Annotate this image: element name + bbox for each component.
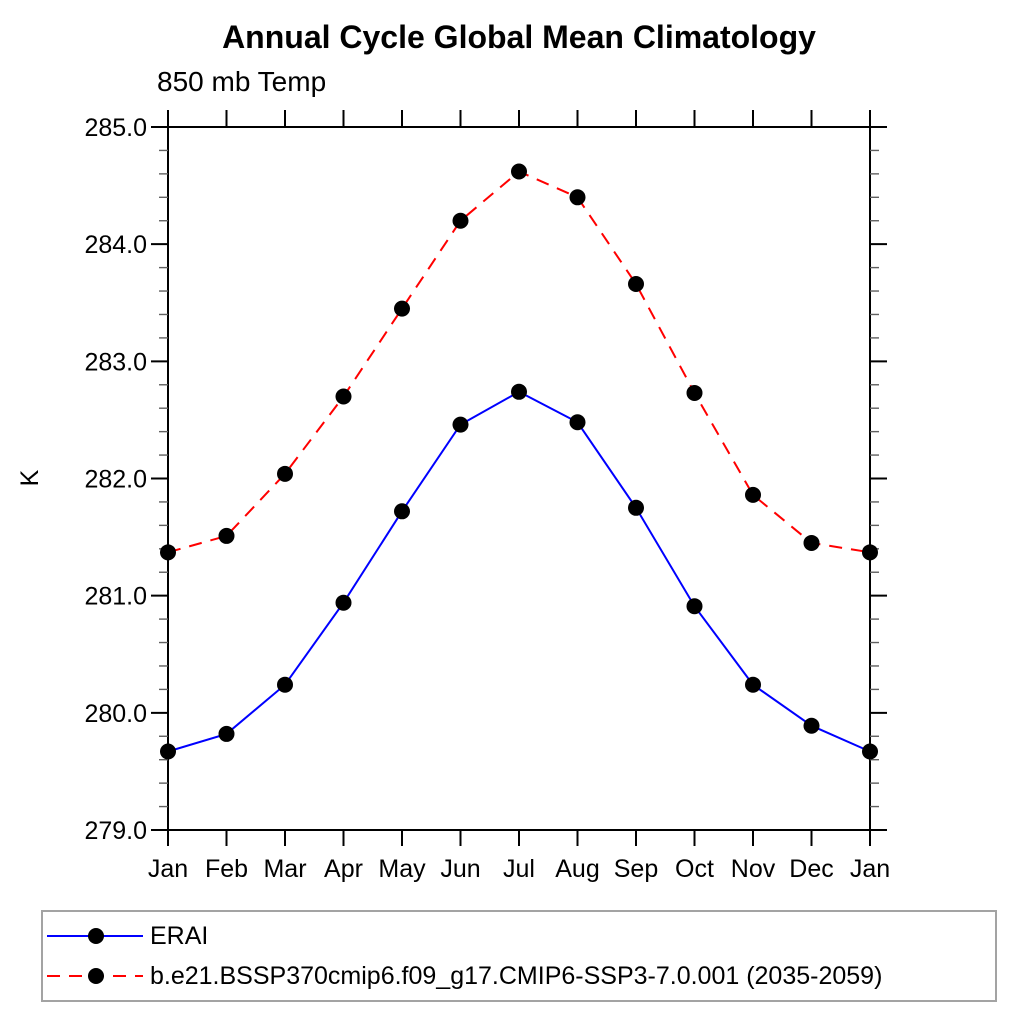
x-tick-label: Jan xyxy=(148,855,188,883)
y-tick-label: 279.0 xyxy=(84,817,147,845)
data-point-marker xyxy=(803,717,820,734)
data-point-marker xyxy=(628,276,644,293)
legend-label-model: b.e21.BSSP370cmip6.f09_g17.CMIP6-SSP3-7.… xyxy=(150,961,883,990)
legend-label-erai: ERAI xyxy=(150,921,209,950)
x-tick-label: Dec xyxy=(789,855,833,883)
y-tick-label: 284.0 xyxy=(84,231,147,259)
data-point-marker xyxy=(277,676,293,693)
x-tick-label: Aug xyxy=(555,855,599,883)
y-tick-label: 283.0 xyxy=(84,348,147,376)
data-point-marker xyxy=(452,212,469,229)
data-point-marker xyxy=(511,383,527,400)
x-tick-label: Nov xyxy=(731,855,776,883)
data-point-marker xyxy=(335,594,352,611)
x-tick-label: Oct xyxy=(675,855,714,883)
marker-dot-icon xyxy=(88,928,104,944)
legend-item-model: b.e21.BSSP370cmip6.f09_g17.CMIP6-SSP3-7.… xyxy=(47,963,882,988)
x-tick-label: Feb xyxy=(205,855,248,883)
data-point-marker xyxy=(277,465,293,482)
data-point-marker xyxy=(803,534,820,551)
y-tick-label: 285.0 xyxy=(84,114,147,142)
x-tick-label: May xyxy=(378,855,426,883)
data-point-marker xyxy=(745,676,761,693)
series-line-erai xyxy=(167,390,871,753)
data-point-marker xyxy=(394,503,410,520)
x-tick-label: Jun xyxy=(440,855,480,883)
legend-sample-dashed-line xyxy=(47,968,143,984)
x-tick-label: Jul xyxy=(503,855,535,883)
data-point-marker xyxy=(218,527,235,544)
legend: ERAI b.e21.BSSP370cmip6.f09_g17.CMIP6-SS… xyxy=(41,910,997,1002)
data-point-marker xyxy=(628,499,644,516)
data-point-marker xyxy=(862,544,878,561)
plot-frame xyxy=(167,126,871,831)
data-point-marker xyxy=(335,388,352,405)
data-point-marker xyxy=(862,743,878,760)
data-point-marker xyxy=(686,598,703,615)
y-tick-label: 280.0 xyxy=(84,700,147,728)
data-point-marker xyxy=(218,725,235,742)
x-tick-label: Mar xyxy=(263,855,306,883)
data-point-marker xyxy=(569,189,586,206)
data-point-marker xyxy=(686,384,703,401)
series-line-model xyxy=(167,170,871,554)
data-point-marker xyxy=(452,416,469,433)
legend-item-erai: ERAI xyxy=(47,923,208,948)
legend-sample-solid-line xyxy=(47,928,143,944)
y-axis-label: K xyxy=(16,469,44,486)
data-point-marker xyxy=(745,486,761,503)
y-tick-label: 282.0 xyxy=(84,466,147,494)
x-tick-label: Apr xyxy=(324,855,363,883)
data-point-marker xyxy=(569,414,586,431)
x-tick-label: Jan xyxy=(850,855,890,883)
chart-subtitle: 850 mb Temp xyxy=(157,66,327,97)
chart-title: Annual Cycle Global Mean Climatology xyxy=(222,19,816,55)
data-point-marker xyxy=(160,743,176,760)
data-point-marker xyxy=(511,163,527,180)
data-point-marker xyxy=(394,300,410,317)
y-tick-label: 281.0 xyxy=(84,583,147,611)
marker-dot-icon xyxy=(88,968,104,984)
data-point-marker xyxy=(160,544,176,561)
x-tick-label: Sep xyxy=(614,855,658,883)
